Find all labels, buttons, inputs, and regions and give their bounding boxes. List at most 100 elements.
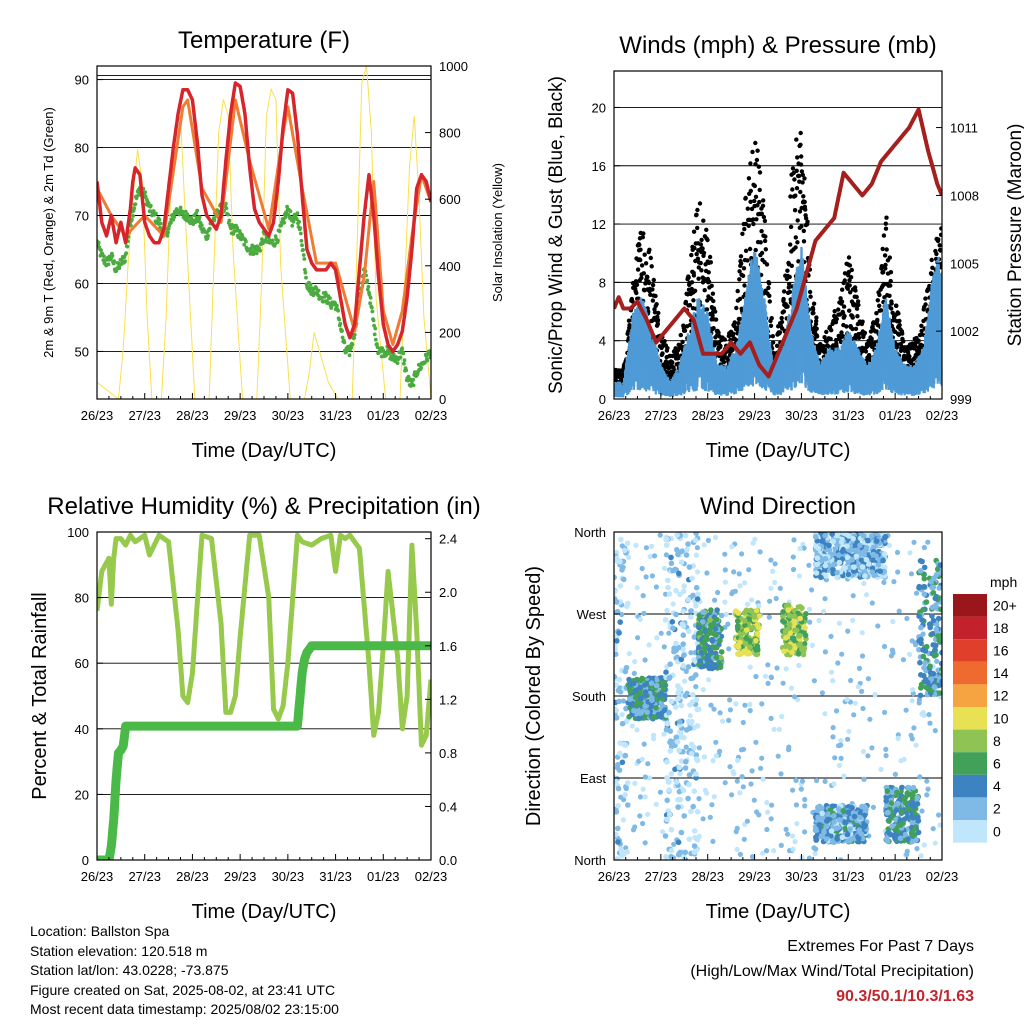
direction-point [632,659,638,665]
gust-point [641,231,646,236]
direction-point [635,635,641,641]
gust-point [702,288,707,293]
chart-panel-1: Temperature (F) Time (Day/UTC) 26/23 27/23 2… [41,27,505,462]
direction-point [768,715,774,722]
gust-point [811,301,817,306]
gust-point [787,289,793,295]
direction-point [654,676,660,683]
gust-point [701,250,707,256]
direction-point [764,800,770,806]
direction-point [663,552,670,558]
direction-point [774,665,780,671]
direction-point [683,552,690,558]
direction-point [911,725,917,731]
direction-point [796,573,803,579]
direction-point [830,678,836,684]
gust-point [802,199,807,205]
x-tick-label: 02/23 [926,408,959,423]
gust-point [881,282,887,287]
gust-point [839,299,845,304]
gust-point [796,259,801,264]
gust-point [840,287,845,292]
direction-point [777,585,783,591]
gust-point [842,313,847,319]
direction-point [693,552,700,558]
direction-point [686,836,693,842]
x-tick-label: 31/23 [319,869,352,884]
direction-point [694,809,701,815]
gust-point [779,319,785,325]
y-axis-label: Sonic/Prop Wind & Gust (Blue, Black) [546,76,567,394]
direction-point [654,635,660,641]
direction-point [617,559,623,565]
gust-point [759,211,764,216]
direction-point [658,675,665,681]
gust-point [793,235,798,240]
direction-point [816,617,822,624]
y2-tick-label: 0.4 [439,799,457,814]
direction-point [657,532,663,538]
dewpoint-point [372,332,377,337]
gust-point [934,251,939,257]
gust-point [647,247,652,252]
gust-point [787,281,792,287]
direction-point [766,614,772,620]
gust-point [747,246,753,252]
temp-9m-line [97,98,431,347]
gust-point [680,339,685,345]
gust-point [687,303,693,308]
direction-point [790,566,797,573]
gust-point [890,310,895,315]
direction-point [772,561,778,567]
gust-point [920,343,925,348]
direction-point [648,680,655,686]
gust-point [626,329,631,334]
x-tick-label: 30/23 [272,869,305,884]
direction-point [770,568,776,575]
direction-point [821,608,827,615]
direction-point [638,700,644,707]
gust-point [854,294,859,300]
gust-point [847,263,853,268]
dewpoint-point [411,377,415,382]
gust-point [753,247,758,253]
direction-point [851,712,857,718]
direction-point [756,603,762,609]
direction-point [848,677,854,684]
direction-point [653,705,659,711]
direction-point [674,654,680,660]
gust-point [751,217,756,222]
gust-point [884,215,889,220]
gust-point [641,271,646,276]
direction-point [715,589,721,596]
direction-point [756,812,762,818]
gust-point [762,218,768,224]
direction-point [664,607,670,614]
direction-point [717,710,723,716]
direction-point [685,795,691,802]
gust-point [753,194,759,199]
direction-point [736,571,742,577]
direction-point [786,747,792,753]
direction-point [615,687,622,694]
direction-point [622,752,629,759]
gust-point [739,261,744,266]
direction-point [646,642,652,648]
direction-point [653,682,660,689]
direction-point [614,651,619,657]
direction-point [678,829,685,836]
direction-point [693,532,699,536]
direction-point [746,567,752,573]
gust-point [793,193,798,198]
gust-point [875,298,880,303]
dewpoint-point [301,253,306,257]
y-tick-label: 80 [75,141,89,156]
direction-point [687,725,693,732]
direction-point [664,775,670,781]
direction-point [835,660,841,666]
gust-point [881,233,887,238]
gust-point [856,302,861,308]
dewpoint-point [124,251,129,256]
gust-point [877,303,882,308]
gust-point [923,302,928,307]
